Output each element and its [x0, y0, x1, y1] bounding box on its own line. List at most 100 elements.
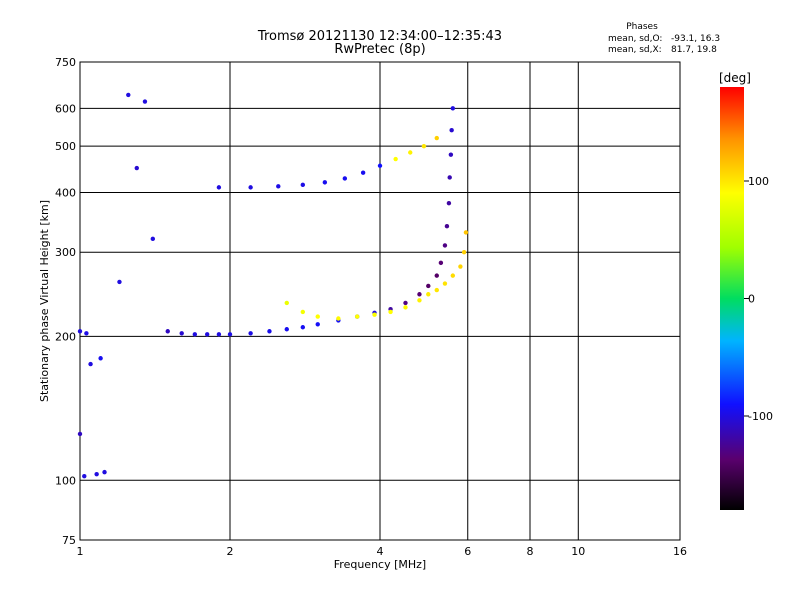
data-point	[426, 292, 431, 297]
data-point	[442, 281, 448, 286]
data-point	[417, 298, 422, 303]
y-tick-label: 200	[55, 330, 76, 343]
data-point	[248, 185, 253, 190]
data-point	[315, 314, 320, 319]
y-tick-label: 75	[62, 534, 76, 547]
y-axis-ticks: 75 100 200 300 400 500 600 750	[55, 56, 76, 547]
data-point	[216, 185, 222, 190]
colorbar-tick-label: 100	[748, 175, 769, 188]
data-point	[393, 156, 398, 162]
gridlines	[80, 62, 680, 540]
plot-area: 1 2 4 6 8 10 16 75 100 200 300 400 500 600 750	[55, 56, 687, 558]
colorbar: [deg] 100 0 -100	[719, 71, 773, 510]
data-point	[450, 273, 456, 278]
data-point	[204, 332, 210, 337]
data-point	[403, 305, 408, 310]
data-point	[227, 332, 233, 337]
data-point	[134, 165, 139, 171]
x-axis-label: Frequency [MHz]	[334, 558, 426, 571]
colorbar-tick-label: 0	[748, 293, 755, 306]
data-point	[284, 327, 289, 332]
data-point	[300, 325, 306, 330]
data-point	[426, 283, 431, 289]
data-point	[434, 287, 439, 293]
stats-o-values: -93.1, 16.3	[671, 34, 720, 44]
data-point	[98, 356, 103, 361]
data-point	[284, 300, 289, 306]
y-tick-label: 100	[55, 474, 76, 487]
stats-x-values: 81.7, 19.8	[671, 45, 717, 55]
colorbar-label: [deg]	[719, 71, 751, 85]
data-point	[216, 332, 222, 337]
data-point	[449, 127, 454, 133]
x-tick-label: 1	[77, 545, 84, 558]
data-point	[461, 250, 467, 255]
data-point	[417, 292, 422, 297]
data-point	[438, 260, 444, 266]
y-tick-label: 750	[55, 56, 76, 69]
data-point	[300, 182, 306, 188]
stats-o-label: mean, sd,O:	[608, 34, 662, 44]
data-point	[434, 273, 439, 278]
data-point	[463, 230, 469, 235]
data-point	[267, 329, 272, 334]
data-point	[150, 236, 156, 242]
data-point	[446, 200, 452, 206]
data-point	[117, 279, 122, 285]
x-tick-label: 2	[227, 545, 234, 558]
y-axis-label: Stationary phase Virtual Height [km]	[38, 200, 51, 402]
y-tick-label: 500	[55, 140, 76, 153]
data-point	[142, 99, 148, 104]
data-point	[94, 471, 99, 477]
x-tick-label: 4	[377, 545, 384, 558]
data-point	[179, 331, 184, 336]
data-point	[354, 314, 360, 319]
x-tick-label: 6	[464, 545, 471, 558]
colorbar-gradient	[720, 87, 744, 510]
data-point	[276, 184, 281, 189]
data-point	[448, 152, 454, 157]
data-point	[322, 180, 328, 185]
data-point	[421, 143, 427, 149]
colorbar-tick-label: -100	[748, 410, 773, 423]
data-point	[408, 150, 413, 155]
data-point	[388, 309, 393, 315]
x-axis-ticks: 1 2 4 6 8 10 16	[77, 545, 688, 558]
data-point	[458, 264, 463, 269]
y-tick-label: 600	[55, 102, 76, 115]
data-point	[88, 361, 93, 367]
data-point	[192, 332, 198, 337]
data-point	[315, 322, 320, 327]
x-tick-label: 16	[673, 545, 687, 558]
data-point	[342, 176, 348, 181]
data-point	[442, 243, 448, 248]
data-point	[403, 300, 408, 306]
chart-title: Tromsø 20121130 12:34:00–12:35:43	[257, 29, 502, 44]
data-point	[300, 309, 306, 315]
data-point	[102, 469, 107, 475]
data-point	[377, 163, 383, 168]
data-points	[77, 92, 469, 479]
x-tick-label: 10	[571, 545, 585, 558]
data-point	[82, 473, 87, 479]
data-point	[336, 316, 341, 321]
stats-title: Phases	[626, 22, 658, 32]
data-point	[434, 135, 439, 141]
data-point	[84, 331, 89, 336]
y-tick-label: 400	[55, 186, 76, 199]
data-point	[165, 329, 170, 334]
x-tick-label: 8	[527, 545, 534, 558]
stats-x-label: mean, sd,X:	[608, 45, 662, 55]
data-point	[444, 224, 450, 229]
data-point	[77, 431, 83, 437]
data-point	[447, 175, 452, 180]
data-point	[126, 92, 131, 98]
chart-subtitle: RwPretec (8p)	[334, 42, 425, 57]
data-point	[372, 312, 377, 317]
data-point	[360, 170, 366, 175]
data-point	[77, 329, 83, 334]
colorbar-ticks: 100 0 -100	[744, 175, 773, 423]
data-point	[248, 331, 253, 336]
y-tick-label: 300	[55, 246, 76, 259]
